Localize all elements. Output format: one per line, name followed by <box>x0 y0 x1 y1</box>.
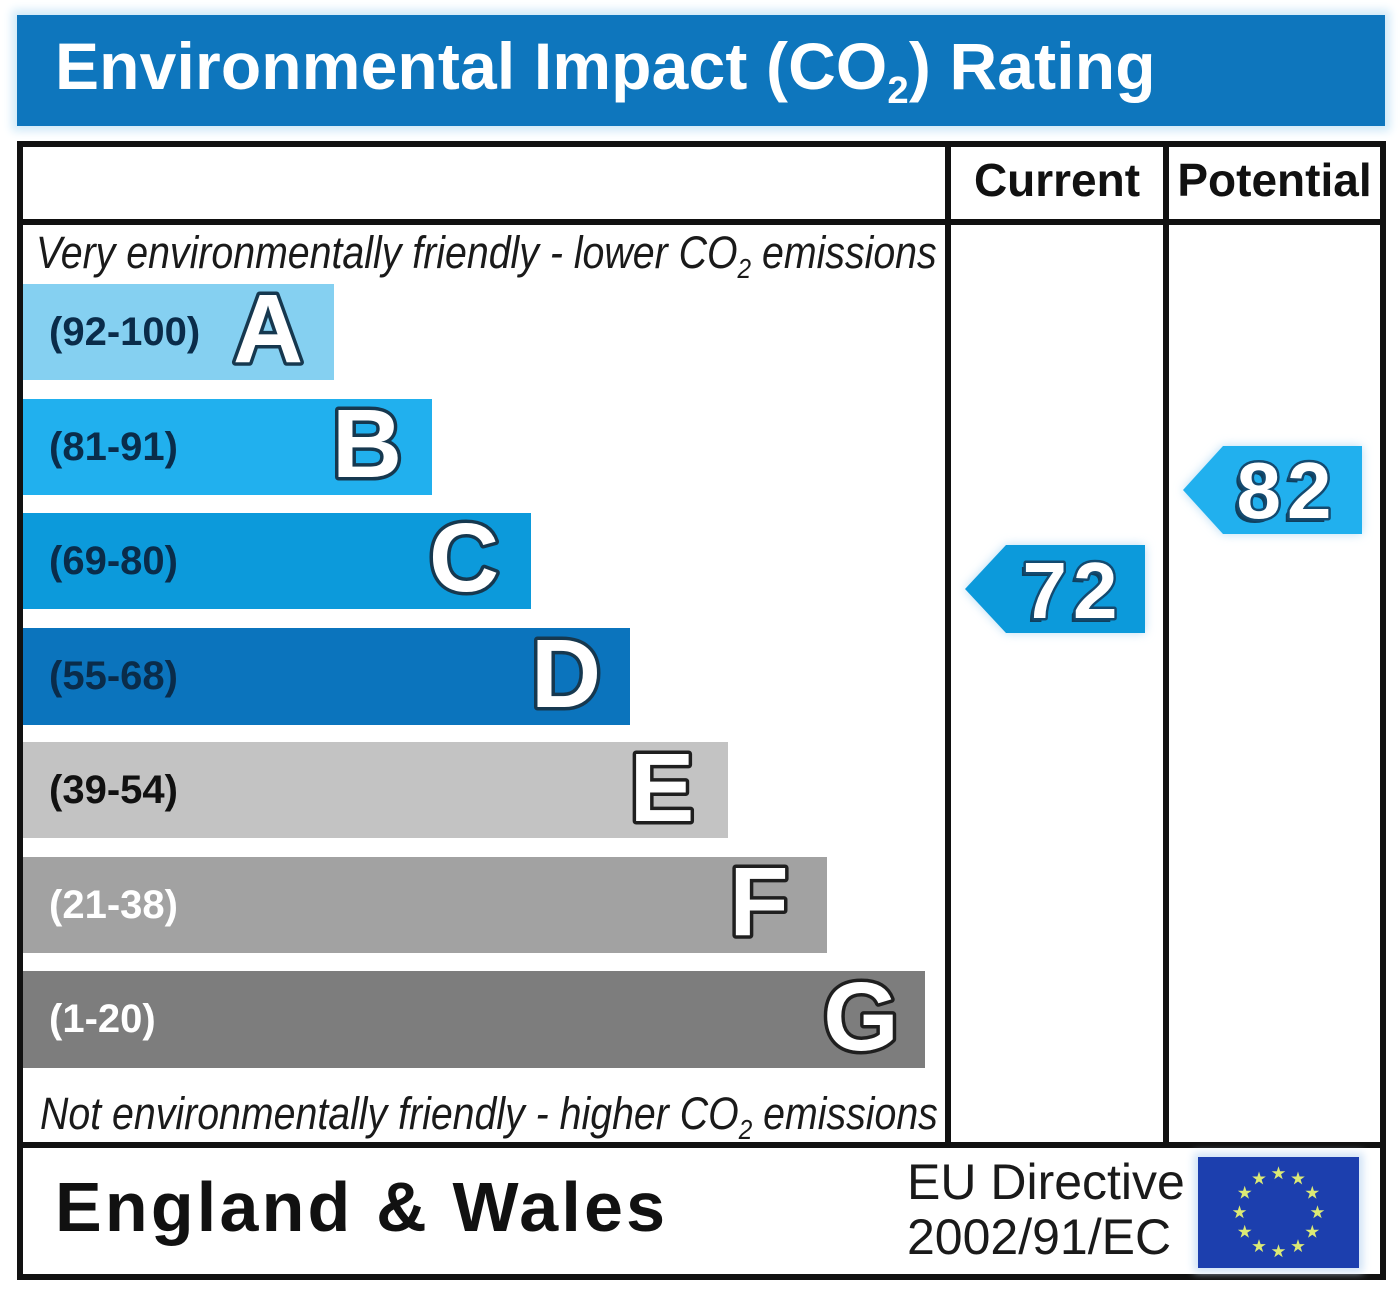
svg-text:82: 82 <box>1237 446 1338 535</box>
svg-text:72: 72 <box>1023 546 1124 635</box>
svg-text:72: 72 <box>1019 550 1120 639</box>
svg-text:B: B <box>332 389 402 498</box>
svg-text:D: D <box>531 619 601 728</box>
svg-text:F: F <box>729 847 788 956</box>
svg-text:82: 82 <box>1233 450 1334 539</box>
svg-text:G: G <box>823 962 898 1071</box>
svg-text:A: A <box>233 274 303 383</box>
svg-text:E: E <box>630 733 695 842</box>
svg-text:C: C <box>429 503 499 612</box>
